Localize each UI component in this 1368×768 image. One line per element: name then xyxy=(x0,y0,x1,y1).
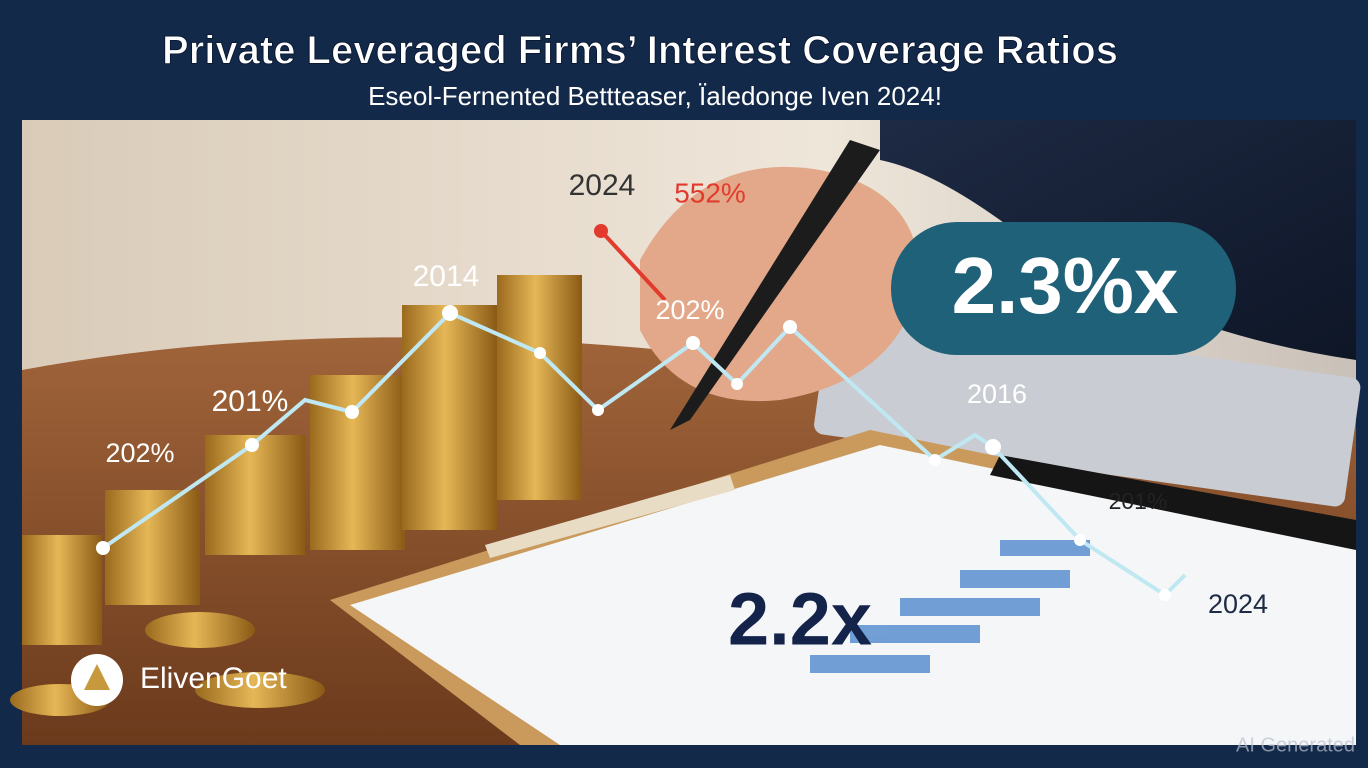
coin-stacks xyxy=(10,275,582,716)
label: 201% xyxy=(212,385,289,418)
label: 2016 xyxy=(967,379,1027,409)
subtitle: Eseol-Fernented Bettteaser, Ïaledonge Iv… xyxy=(368,81,942,111)
label: 552% xyxy=(674,177,746,208)
callout-top: 2.3%x xyxy=(952,241,1179,330)
photo xyxy=(10,120,1361,745)
label: 2014 xyxy=(413,260,480,293)
trend-line xyxy=(96,224,1187,601)
label: 2024 xyxy=(569,169,636,202)
watermark: AI Generated xyxy=(1236,734,1355,756)
labels: 2024 552% 2014 202% 2016 201% 202% 201% … xyxy=(105,169,1268,619)
callout-box xyxy=(891,222,1236,355)
label: 2024 xyxy=(1208,589,1268,619)
brand: ElivenGoet xyxy=(140,662,287,695)
callout-paper: 2.2x xyxy=(728,578,872,661)
title: Private Leveraged Firms’ Interest Covera… xyxy=(162,29,1118,73)
label: 201% xyxy=(1109,488,1168,514)
label: 202% xyxy=(655,295,724,325)
label: 202% xyxy=(105,438,174,468)
